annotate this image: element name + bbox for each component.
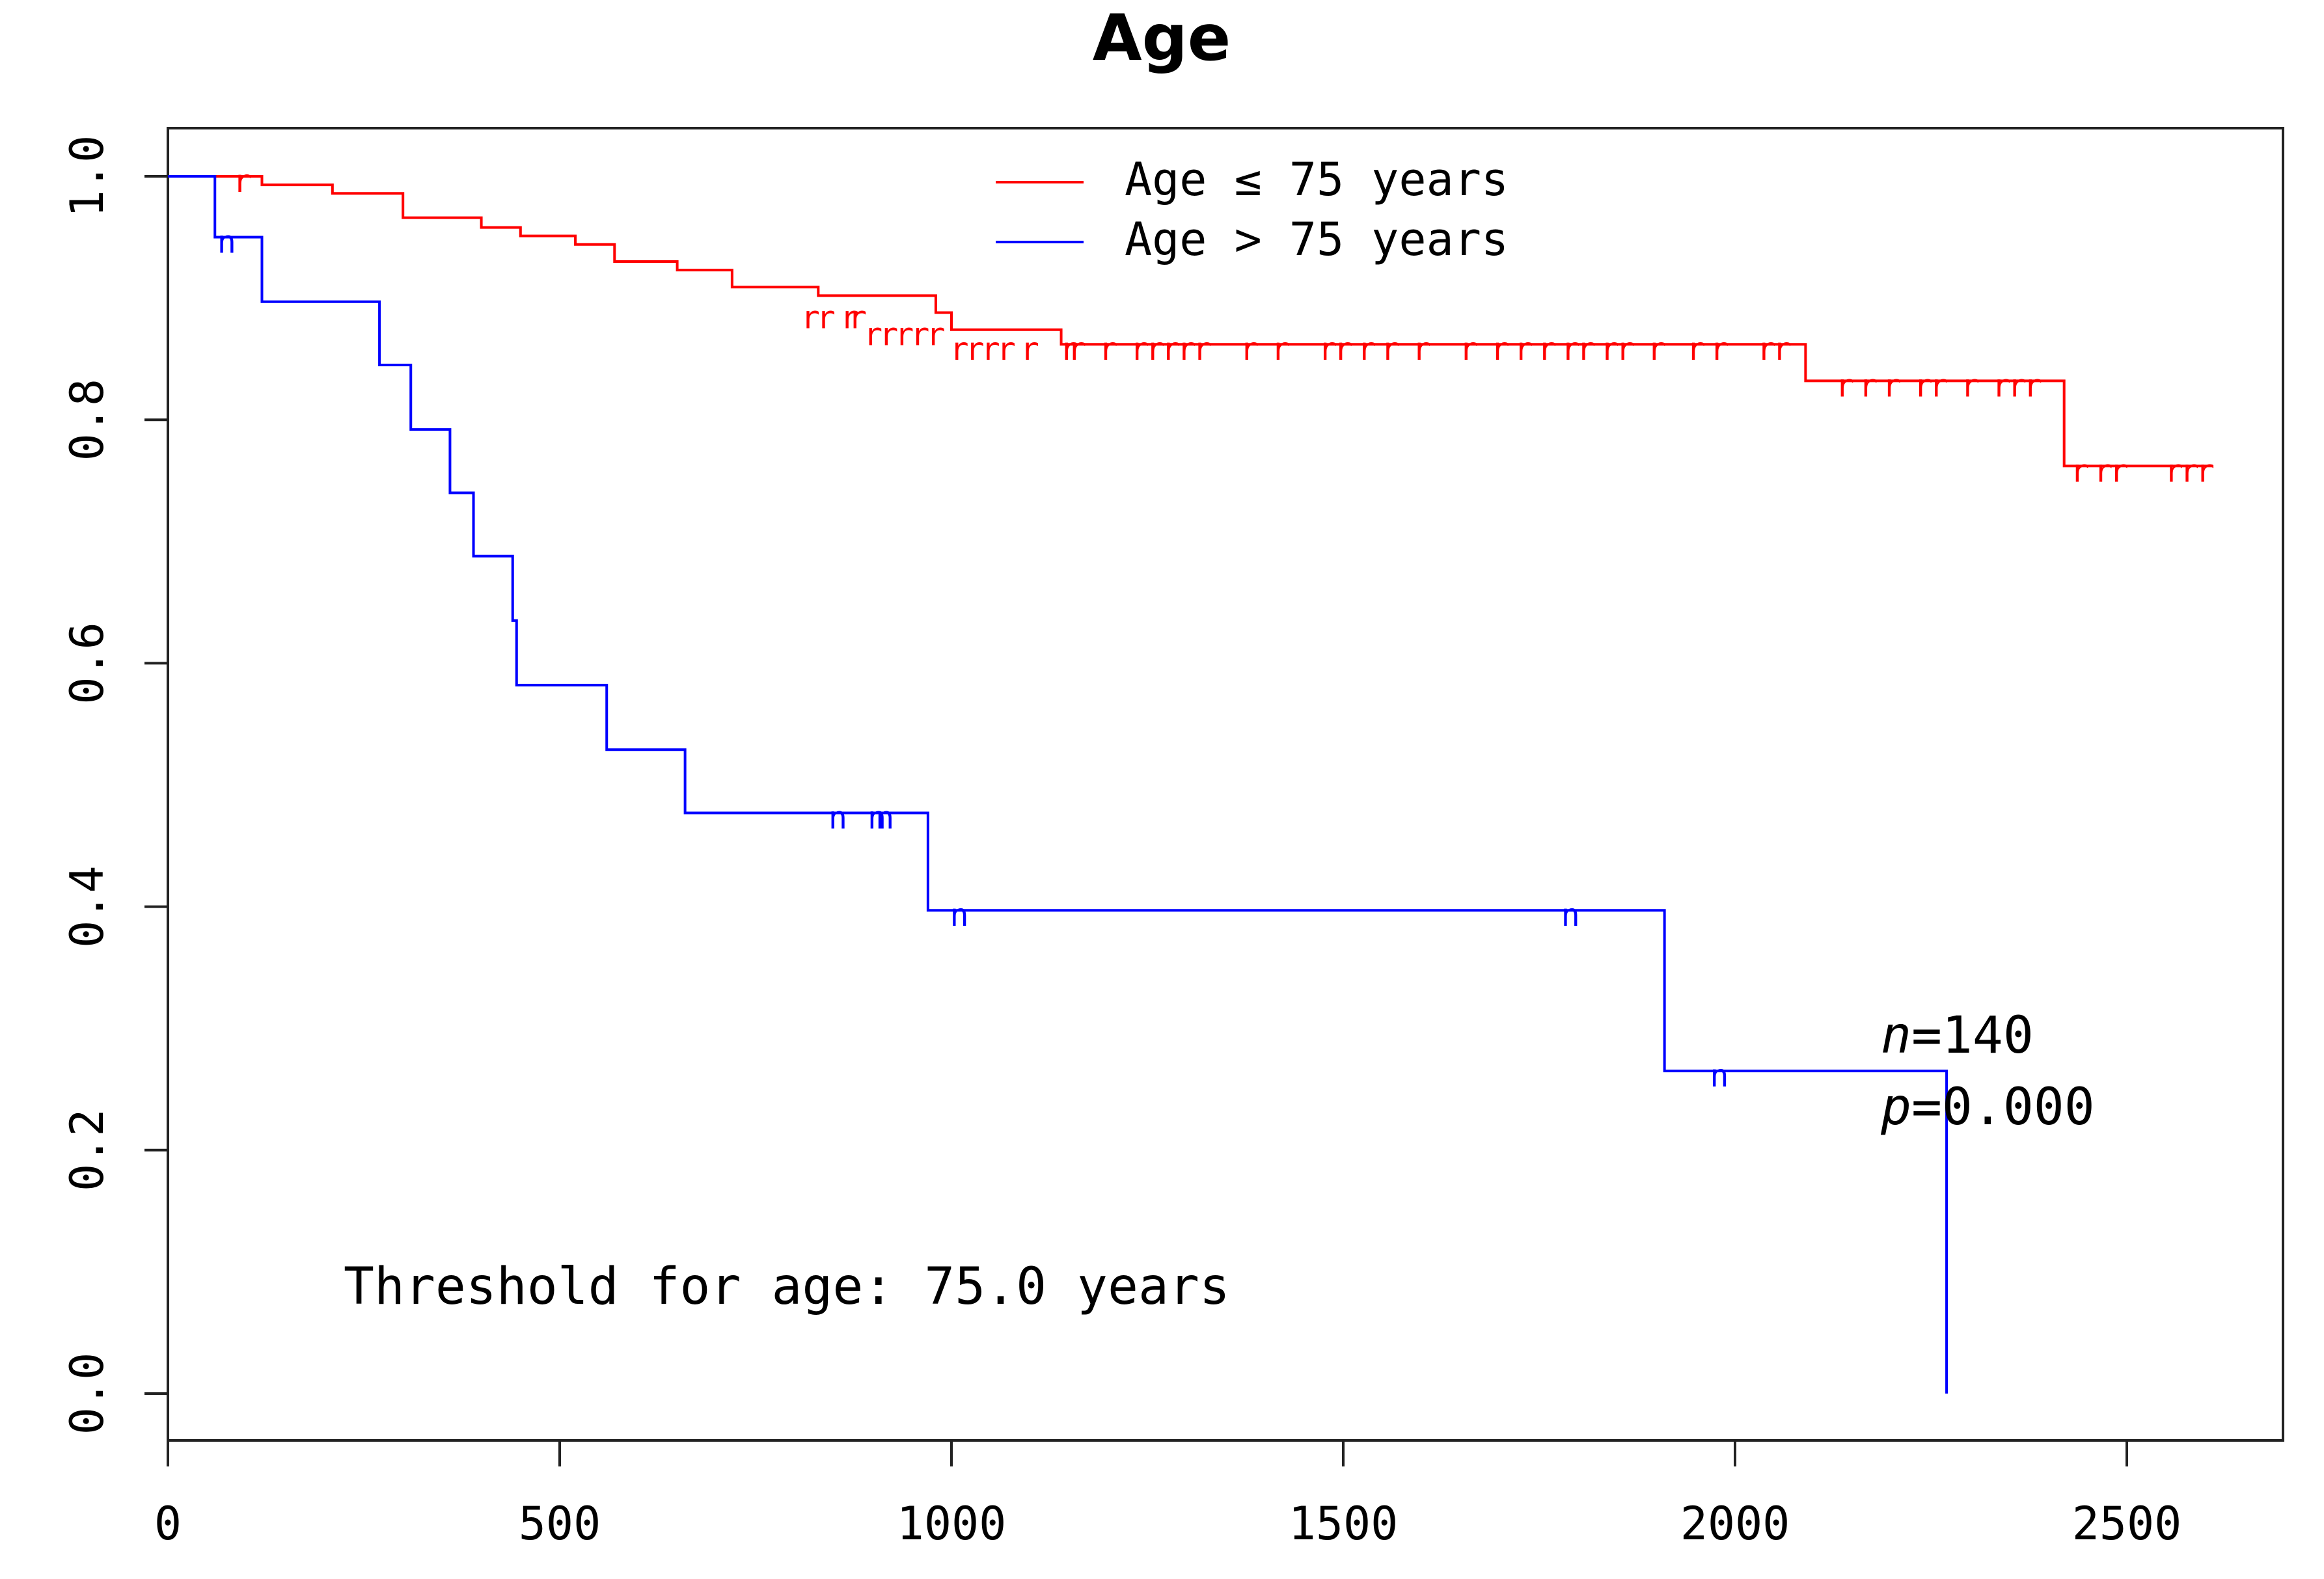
- plot-frame: [167, 127, 2284, 1442]
- censor-mark-0: r: [1992, 368, 2011, 404]
- censor-mark-0: r: [2023, 368, 2042, 404]
- censor-mark-0: r: [895, 317, 914, 353]
- censor-mark-0: r: [1961, 368, 1980, 404]
- censor-mark-0: r: [1067, 331, 1086, 368]
- censor-mark-0: r: [966, 331, 985, 368]
- censor-mark-0: r: [1561, 331, 1580, 368]
- n-value: =140: [1911, 1006, 2034, 1065]
- censor-mark-0: r: [1710, 331, 1729, 368]
- censor-mark-1: n: [875, 800, 894, 837]
- censor-mark-0: r: [1059, 331, 1078, 368]
- y-tick-label: 0.6: [61, 622, 114, 704]
- chart-title: Age: [1093, 1, 1231, 75]
- censor-mark-1: n: [828, 800, 847, 837]
- legend-label-age-gt-75: Age > 75 years: [1125, 213, 1509, 266]
- censor-mark-0: r: [1859, 368, 1878, 404]
- censor-mark-0: r: [1412, 331, 1431, 368]
- censor-mark-0: r: [2110, 453, 2129, 489]
- p-annotation: p=0.000: [1880, 1078, 2095, 1137]
- y-tick-label: 1.0: [61, 135, 114, 217]
- censor-mark-0: r: [2165, 453, 2183, 489]
- stats-annotation: n=140 p=0.000: [1880, 1006, 2095, 1137]
- censor-mark-0: r: [1358, 331, 1376, 368]
- series-line-1: [168, 175, 1948, 1394]
- censor-mark-0: r: [1914, 368, 1933, 404]
- n-annotation: n=140: [1881, 1006, 2034, 1065]
- x-tick-label: 500: [519, 1497, 601, 1550]
- censor-mark-0: r: [1773, 331, 1792, 368]
- censor-mark-0: r: [1538, 331, 1557, 368]
- censor-mark-0: r: [2094, 453, 2112, 489]
- censor-mark-0: r: [950, 331, 969, 368]
- y-axis: 0.0 0.2 0.4 0.6 0.8 1.0: [61, 135, 168, 1435]
- censor-mark-0: r: [910, 317, 929, 353]
- censor-mark-0: r: [1490, 331, 1509, 368]
- n-symbol: n: [1881, 1006, 1911, 1065]
- y-tick-label: 0.4: [61, 865, 114, 947]
- censor-mark-0: r: [1271, 331, 1290, 368]
- censor-mark-0: r: [1177, 331, 1196, 368]
- censor-mark-0: r: [2196, 453, 2215, 489]
- censor-mark-0: r: [2180, 453, 2199, 489]
- censor-mark-0: r: [1600, 331, 1619, 368]
- y-tick-label: 0.2: [61, 1109, 114, 1191]
- censor-mark-0: r: [1616, 331, 1635, 368]
- censor-mark-0: r: [1146, 331, 1165, 368]
- x-tick-label: 1000: [897, 1497, 1007, 1550]
- x-tick-label: 2500: [2072, 1497, 2182, 1550]
- censor-mark-0: r: [981, 331, 1000, 368]
- x-tick-label: 2000: [1680, 1497, 1790, 1550]
- censor-mark-0: r: [817, 300, 836, 336]
- censor-mark-0: r: [1318, 331, 1337, 368]
- censor-mark-0: r: [1757, 331, 1776, 368]
- censor-mark-0: r: [1020, 331, 1039, 368]
- censor-mark-0: r: [840, 300, 859, 336]
- censor-mark-1: n: [950, 897, 969, 934]
- legend: Age ≤ 75 years Age > 75 years: [996, 153, 1509, 266]
- censor-mark-0: r: [1130, 331, 1149, 368]
- y-tick-label: 0.8: [61, 379, 114, 461]
- censor-mark-0: r: [1686, 331, 1705, 368]
- censor-mark-1: n: [1710, 1058, 1729, 1094]
- p-value: =0.000: [1911, 1078, 2095, 1137]
- censor-mark-0: r: [1835, 368, 1854, 404]
- censor-mark-0: r: [1381, 331, 1400, 368]
- x-axis: 0 500 1000 1500 2000 2500: [154, 1440, 2181, 1550]
- censor-mark-0: r: [997, 331, 1016, 368]
- censor-mark-0: r: [926, 317, 945, 353]
- x-tick-label: 0: [154, 1497, 182, 1550]
- legend-label-age-le-75: Age ≤ 75 years: [1125, 153, 1509, 206]
- censor-mark-0: r: [848, 300, 867, 336]
- censor-mark-0: r: [1099, 331, 1117, 368]
- censor-mark-0: r: [1647, 331, 1666, 368]
- censor-mark-0: r: [801, 300, 820, 336]
- censor-mark-0: r: [864, 317, 882, 353]
- censor-mark-0: r: [233, 163, 252, 200]
- censor-mark-0: r: [1514, 331, 1533, 368]
- censor-mark-0: r: [1162, 331, 1181, 368]
- censor-mark-1: n: [217, 224, 236, 261]
- censor-mark-0: r: [2008, 368, 2027, 404]
- p-symbol: p: [1880, 1078, 1911, 1137]
- censor-mark-0: r: [1459, 331, 1478, 368]
- y-tick-label: 0.0: [61, 1353, 114, 1435]
- x-tick-label: 1500: [1289, 1497, 1399, 1550]
- censor-mark-0: r: [1193, 331, 1212, 368]
- censor-mark-0: r: [1240, 331, 1259, 368]
- series-line-0: [168, 175, 2213, 468]
- censor-mark-0: r: [1334, 331, 1353, 368]
- censor-mark-0: r: [879, 317, 898, 353]
- censor-mark-0: r: [1577, 331, 1596, 368]
- threshold-annotation: Threshold for age: 75.0 years: [344, 1258, 1230, 1316]
- censor-mark-0: r: [1882, 368, 1901, 404]
- censor-mark-1: n: [868, 800, 886, 837]
- censor-mark-0: r: [2070, 453, 2089, 489]
- censor-mark-1: n: [1561, 897, 1580, 934]
- series-layer: [168, 175, 2213, 1394]
- censor-mark-0: r: [1930, 368, 1948, 404]
